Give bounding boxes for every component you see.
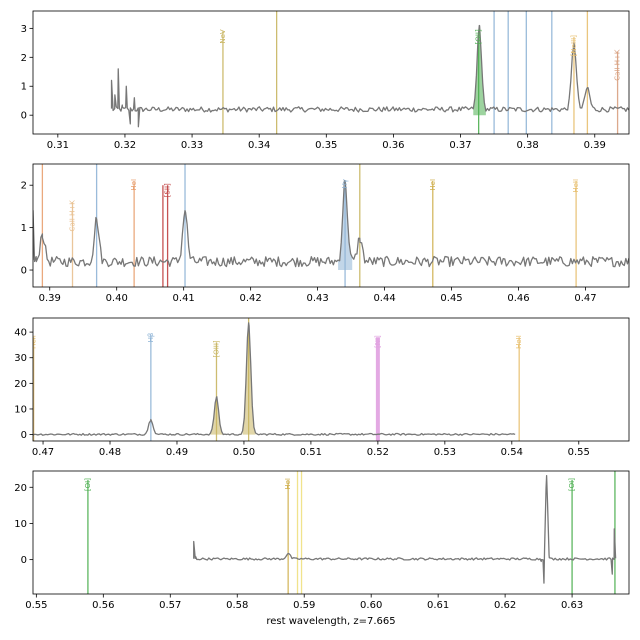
x-tick-label: 0.31 <box>47 140 69 151</box>
y-tick-label: 0 <box>21 266 27 277</box>
axes-frame <box>32 317 630 442</box>
y-tick-label: 2 <box>21 53 27 64</box>
peak-fill-0 <box>473 25 486 116</box>
x-tick-label: 0.46 <box>507 293 529 304</box>
plot-area: HeII Hβ [OIII] [NI] HeII <box>30 318 523 441</box>
x-tick-label: 0.41 <box>173 293 195 304</box>
x-tick-label: 0.44 <box>373 293 395 304</box>
x-tick-label: 0.56 <box>92 600 114 611</box>
y-tick-label: 3 <box>21 24 27 35</box>
x-tick-label: 0.39 <box>584 140 606 151</box>
x-tick-label: 0.36 <box>382 140 404 151</box>
x-tick-label: 0.35 <box>315 140 337 151</box>
plot-area: NeV [OII] [NeIII] CaII H+K <box>110 11 629 134</box>
x-tick-label: 0.37 <box>449 140 471 151</box>
x-tick-label: 0.32 <box>114 140 136 151</box>
x-tick-label: 0.47 <box>574 293 596 304</box>
panel-1: NeV [OII] [NeIII] CaII H+K 0.31 0.32 0.33 0.34 0… <box>21 10 630 151</box>
x-tick-label: 0.62 <box>494 600 516 611</box>
x-tick-label: 0.55 <box>25 600 47 611</box>
emission-line-label: [OI] <box>568 478 576 491</box>
panels-group: NeV [OII] [NeIII] CaII H+K 0.31 0.32 0.33 0.34 0… <box>14 10 630 611</box>
y-tick-label: 0 <box>21 555 27 566</box>
plot-area: CaII H+K HeI [SII] Hγ HeI HeII <box>33 164 629 287</box>
y-tick-label: 10 <box>14 519 27 530</box>
x-tick-label: 0.51 <box>300 447 322 458</box>
spectrum-line <box>33 180 629 268</box>
x-tick-label: 0.47 <box>32 447 54 458</box>
spectrum-line <box>33 322 516 436</box>
x-tick-label: 0.40 <box>106 293 128 304</box>
emission-line-label: HeII <box>515 335 523 349</box>
x-tick-label: 0.45 <box>440 293 462 304</box>
emission-line-label: HeI <box>130 179 138 191</box>
x-tick-label: 0.34 <box>248 140 270 151</box>
emission-line-label: [OII] <box>475 29 483 44</box>
emission-line-label: HeII <box>572 179 580 193</box>
x-tick-label: 0.50 <box>233 447 255 458</box>
panel-2: CaII H+K HeI [SII] Hγ HeI HeII 0.39 0.40 0.41 0.4… <box>21 163 630 304</box>
x-tick-label: 0.38 <box>517 140 539 151</box>
spectrum-line <box>110 24 629 128</box>
emission-line-label: HeII <box>30 335 38 349</box>
x-tick-label: 0.52 <box>367 447 389 458</box>
emission-line-label: CaII H+K <box>69 200 77 232</box>
emission-line-label: [OI] <box>84 478 92 491</box>
emission-line-label: [SII] <box>164 183 172 197</box>
x-tick-label: 0.39 <box>39 293 61 304</box>
y-tick-label: 10 <box>14 404 27 415</box>
y-tick-label: 20 <box>14 483 27 494</box>
panel-3: HeII Hβ [OIII] [NI] HeII 0.47 0.48 0.49 0.50 0.51… <box>14 317 630 458</box>
axes-frame <box>32 10 630 135</box>
x-tick-label: 0.49 <box>166 447 188 458</box>
y-tick-label: 40 <box>14 328 27 339</box>
x-tick-label: 0.53 <box>434 447 456 458</box>
emission-line-label: [NI] <box>374 335 382 348</box>
axes-frame <box>32 163 630 288</box>
emission-line-label: [NeIII] <box>570 35 578 56</box>
x-tick-label: 0.57 <box>159 600 181 611</box>
peak-fill-3 <box>338 180 353 271</box>
axes-frame <box>32 470 630 595</box>
x-tick-label: 0.33 <box>181 140 203 151</box>
emission-line-label: CaII H+K <box>614 49 622 81</box>
x-tick-label: 0.48 <box>99 447 121 458</box>
y-tick-label: 20 <box>14 379 27 390</box>
y-tick-label: 30 <box>14 353 27 364</box>
y-tick-label: 2 <box>21 181 27 192</box>
x-tick-label: 0.54 <box>501 447 523 458</box>
emission-line-label: Hβ <box>147 333 155 343</box>
emission-line-label: HeI <box>284 478 292 490</box>
x-tick-label: 0.60 <box>360 600 382 611</box>
panel-4: [OI] HeI [OI] 0.55 0.56 0.57 0.58 0.59 0.60 0.61 0… <box>14 470 630 611</box>
y-tick-label: 1 <box>21 82 27 93</box>
y-tick-label: 0 <box>21 111 27 122</box>
emission-line-label: Hγ <box>341 179 349 188</box>
plot-area: [OI] HeI [OI] <box>84 471 617 594</box>
emission-line-label: NeV <box>219 29 227 44</box>
emission-line-label: HeI <box>429 179 437 191</box>
x-axis-label: rest wavelength, z=7.665 <box>266 616 395 627</box>
spectrum-line <box>193 475 617 584</box>
x-tick-label: 0.61 <box>427 600 449 611</box>
x-tick-label: 0.55 <box>568 447 590 458</box>
emission-line-label: [OIII] <box>212 340 220 357</box>
y-tick-label: 1 <box>21 223 27 234</box>
x-tick-label: 0.43 <box>306 293 328 304</box>
x-tick-label: 0.58 <box>226 600 248 611</box>
x-tick-label: 0.59 <box>293 600 315 611</box>
x-tick-label: 0.63 <box>561 600 583 611</box>
y-tick-label: 0 <box>21 430 27 441</box>
x-tick-label: 0.42 <box>240 293 262 304</box>
